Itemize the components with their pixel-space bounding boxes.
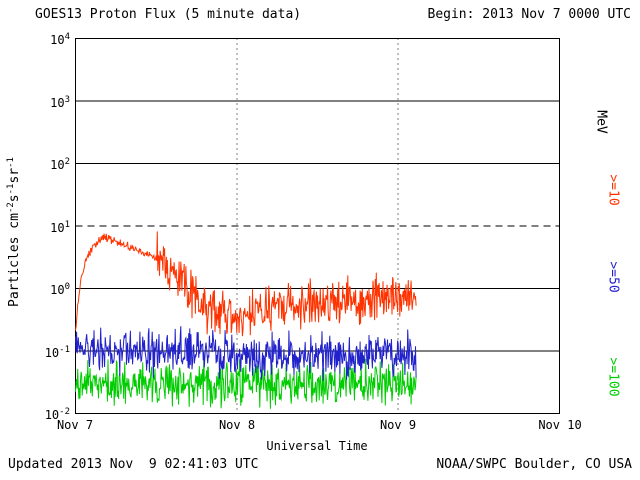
legend-title-mev: MeV xyxy=(593,110,609,134)
series-line-ge100 xyxy=(75,355,417,409)
y-axis-label: Particles cm-2s-1sr-1 xyxy=(5,157,23,307)
y-tick-label-1e1: 101 xyxy=(50,220,70,235)
updated-timestamp: Updated 2013 Nov 9 02:41:03 UTC xyxy=(8,457,259,472)
chart-title: GOES13 Proton Flux (5 minute data) xyxy=(35,7,302,22)
y-tick-label-1e2: 102 xyxy=(50,157,70,172)
y-tick-label-1e0: 100 xyxy=(50,282,70,297)
legend-entry-ge10: >=10 xyxy=(605,174,621,206)
x-tick-label-nov9: Nov 9 xyxy=(379,418,417,432)
source-label: NOAA/SWPC Boulder, CO USA xyxy=(436,457,632,472)
x-tick-label-nov7: Nov 7 xyxy=(56,418,94,432)
begin-label: Begin: 2013 Nov 7 0000 UTC xyxy=(427,7,632,22)
x-tick-label-nov8: Nov 8 xyxy=(218,418,256,432)
y-tick-label-1e-1: 10-1 xyxy=(44,345,70,360)
series-line-ge10 xyxy=(75,231,417,337)
y-tick-label-1e4: 104 xyxy=(50,32,70,47)
x-axis-label: Universal Time xyxy=(266,439,368,453)
y-tick-label-1e3: 103 xyxy=(50,95,70,110)
legend-entry-ge50: >=50 xyxy=(605,261,621,293)
y-tick-label-1e-2: 10-2 xyxy=(44,407,70,422)
x-tick-label-nov10: Nov 10 xyxy=(538,418,582,432)
series-line-ge50 xyxy=(75,326,417,381)
plot-border xyxy=(75,38,560,414)
legend-entry-ge100: >=100 xyxy=(605,357,621,397)
